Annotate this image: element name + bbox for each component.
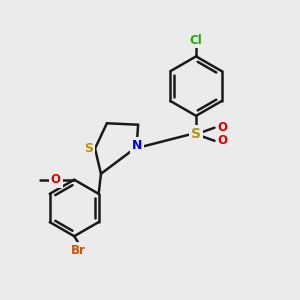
Text: N: N [132,139,142,152]
Text: O: O [51,173,61,186]
Text: S: S [84,142,93,155]
Text: Cl: Cl [190,34,202,46]
Text: Br: Br [71,244,86,257]
Text: S: S [191,127,201,141]
Text: O: O [218,134,228,147]
Text: O: O [218,121,228,134]
